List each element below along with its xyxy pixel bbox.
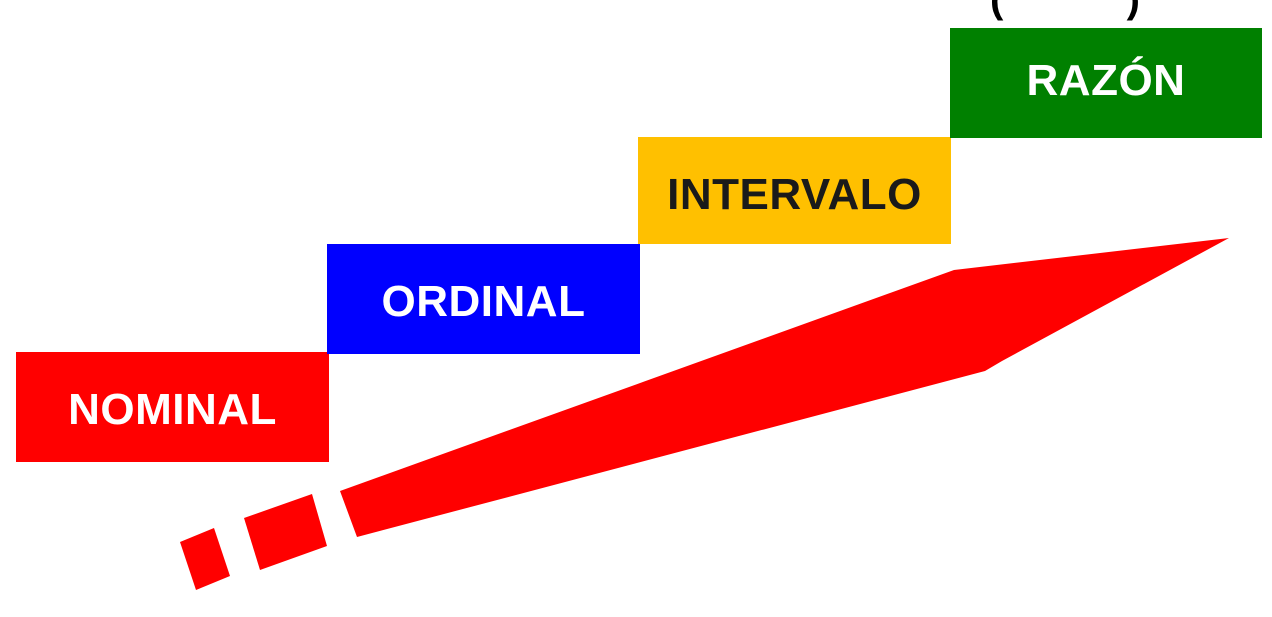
cropped-title: ( )	[990, 0, 1140, 21]
level-razon-label: RAZÓN	[1026, 56, 1186, 105]
level-intervalo: INTERVALO	[638, 137, 951, 244]
level-intervalo-label: INTERVALO	[667, 169, 922, 219]
level-razon: RAZÓN	[950, 28, 1262, 138]
level-nominal-label: NOMINAL	[68, 385, 277, 434]
arrow-dash-medium	[244, 494, 327, 570]
arrow-dash-small	[180, 528, 230, 590]
arrow-shaft	[340, 238, 1229, 537]
level-ordinal-label: ORDINAL	[381, 277, 586, 326]
level-nominal: NOMINAL	[16, 352, 329, 462]
level-ordinal: ORDINAL	[327, 244, 640, 354]
